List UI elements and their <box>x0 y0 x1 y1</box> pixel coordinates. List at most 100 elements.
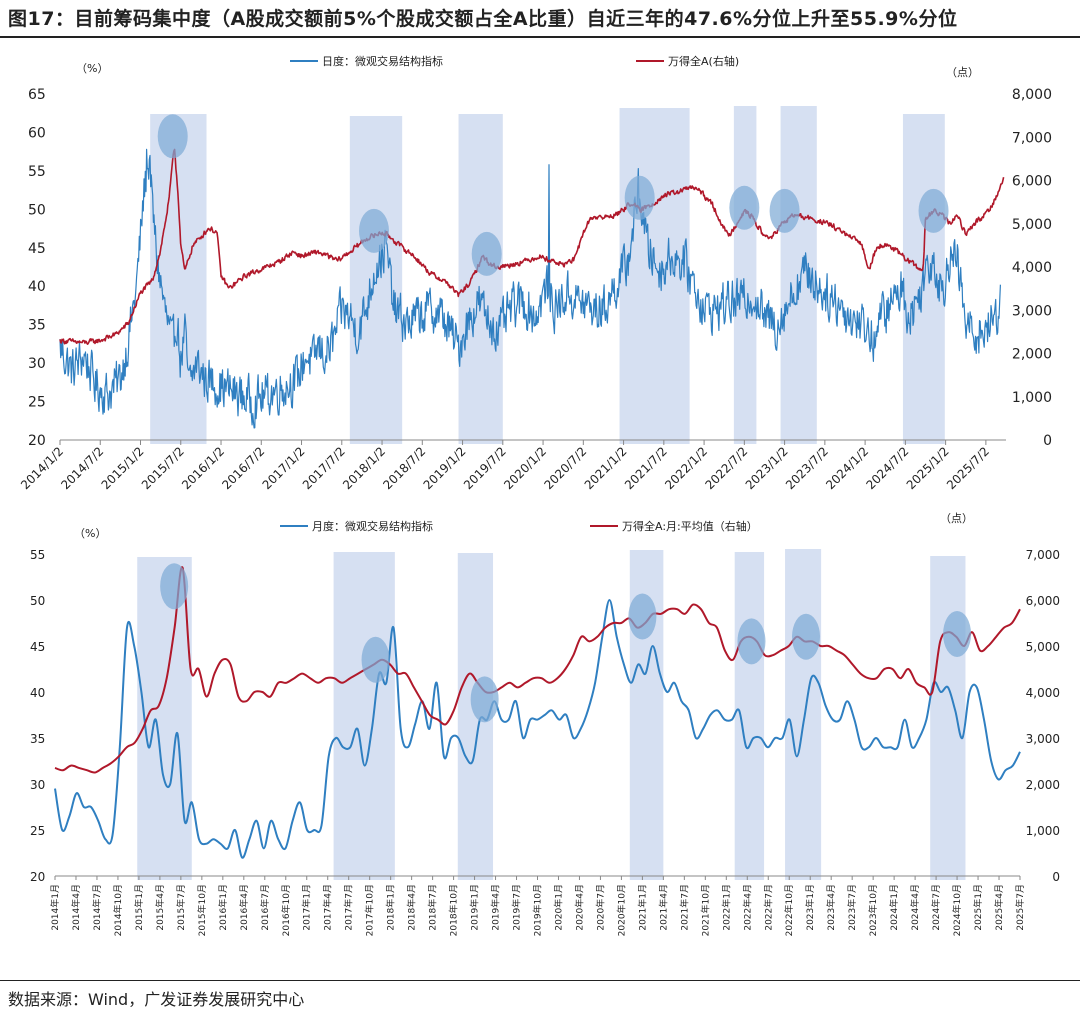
source-rule <box>0 980 1080 981</box>
x-tick-label: 2016年10月 <box>280 884 292 936</box>
y-axis-unit: （%） <box>76 62 108 75</box>
shaded-period-band <box>137 557 192 880</box>
x-tick-label: 2021/7/2 <box>622 444 670 492</box>
x-tick-label: 2021年1月 <box>636 884 648 931</box>
x-tick-label: 2020/7/2 <box>541 444 589 492</box>
y2-tick-label: 5,000 <box>1026 640 1060 654</box>
x-tick-label: 2014/7/2 <box>58 444 106 492</box>
y-tick-label: 35 <box>28 318 46 334</box>
x-tick-label: 2025/1/2 <box>904 444 952 492</box>
y-tick-label: 60 <box>28 125 46 141</box>
highlight-circle <box>737 618 766 665</box>
x-tick-label: 2015年7月 <box>175 884 187 931</box>
x-tick-label: 2018年4月 <box>406 884 418 931</box>
x-tick-label: 2022年7月 <box>762 884 774 931</box>
x-tick-label: 2023年4月 <box>825 884 837 931</box>
x-tick-label: 2019/7/2 <box>461 444 509 492</box>
x-tick-label: 2015年10月 <box>196 884 208 936</box>
x-tick-label: 2016/7/2 <box>219 444 267 492</box>
x-tick-label: 2020年1月 <box>552 884 564 931</box>
y2-tick-label: 8,000 <box>1012 87 1052 103</box>
y-tick-label: 20 <box>30 870 45 884</box>
x-tick-label: 2021年4月 <box>657 884 669 931</box>
legend-label: 月度：微观交易结构指标 <box>312 519 433 533</box>
title-rule <box>0 36 1080 38</box>
x-tick-label: 2024/7/2 <box>863 444 911 492</box>
x-tick-label: 2023/7/2 <box>783 444 831 492</box>
shaded-period-band <box>785 549 822 880</box>
highlight-circle <box>792 613 821 660</box>
y2-tick-label: 5,000 <box>1012 217 1052 233</box>
x-tick-label: 2014年10月 <box>112 884 124 936</box>
shaded-period-band <box>780 106 817 444</box>
x-tick-label: 2017/1/2 <box>260 444 308 492</box>
y2-tick-label: 3,000 <box>1026 732 1060 746</box>
highlight-circle <box>358 208 389 253</box>
x-tick-label: 2015/7/2 <box>139 444 187 492</box>
x-tick-label: 2018年10月 <box>448 884 460 936</box>
x-tick-label: 2019年4月 <box>490 884 502 931</box>
x-tick-label: 2020年4月 <box>573 884 585 931</box>
y-tick-label: 50 <box>30 594 45 608</box>
x-tick-label: 2021年10月 <box>699 884 711 936</box>
x-tick-label: 2022年4月 <box>741 884 753 931</box>
y-tick-label: 30 <box>30 778 45 792</box>
y2-tick-label: 1,000 <box>1026 824 1060 838</box>
x-tick-label: 2020年10月 <box>615 884 627 936</box>
highlight-circle <box>769 188 800 233</box>
y2-tick-label: 0 <box>1043 433 1052 449</box>
x-tick-label: 2019/1/2 <box>421 444 469 492</box>
x-tick-label: 2014年7月 <box>91 884 103 931</box>
x-tick-label: 2015年1月 <box>133 884 145 931</box>
y2-tick-label: 7,000 <box>1026 548 1060 562</box>
x-tick-label: 2023年1月 <box>804 884 816 931</box>
y-tick-label: 40 <box>30 686 45 700</box>
x-tick-label: 2022年1月 <box>720 884 732 931</box>
x-tick-label: 2018年1月 <box>385 884 397 931</box>
highlight-circle <box>361 636 390 683</box>
highlight-circle <box>157 114 188 159</box>
x-tick-label: 2015年4月 <box>154 884 166 931</box>
x-tick-label: 2025年7月 <box>1014 884 1026 931</box>
x-tick-label: 2018年7月 <box>427 884 439 931</box>
y-tick-label: 45 <box>30 640 45 654</box>
y-tick-label: 50 <box>28 202 46 218</box>
x-tick-label: 2024年1月 <box>888 884 900 931</box>
y2-tick-label: 6,000 <box>1026 594 1060 608</box>
y2-tick-label: 7,000 <box>1012 130 1052 146</box>
x-tick-label: 2023年7月 <box>846 884 858 931</box>
x-tick-label: 2017年7月 <box>343 884 355 931</box>
x-tick-label: 2021/1/2 <box>582 444 630 492</box>
shaded-period-band <box>734 552 765 880</box>
x-tick-label: 2025年4月 <box>993 884 1005 931</box>
highlight-circle <box>471 231 502 276</box>
highlight-circle <box>943 611 972 658</box>
x-tick-label: 2019年7月 <box>511 884 523 931</box>
shaded-period-band <box>458 114 503 444</box>
x-tick-label: 2022年10月 <box>783 884 795 936</box>
y2-axis-unit: （点） <box>940 512 973 525</box>
y-tick-label: 25 <box>28 395 46 411</box>
y-tick-label: 45 <box>28 241 46 257</box>
x-tick-label: 2019年1月 <box>469 884 481 931</box>
y2-tick-label: 6,000 <box>1012 174 1052 190</box>
x-tick-label: 2014年1月 <box>49 884 61 931</box>
x-tick-label: 2017年4月 <box>322 884 334 931</box>
x-tick-label: 2018/7/2 <box>380 444 428 492</box>
y-axis-unit: （%） <box>74 527 106 540</box>
x-tick-label: 2023年10月 <box>867 884 879 936</box>
y-tick-label: 40 <box>28 279 46 295</box>
x-tick-label: 2019年10月 <box>532 884 544 936</box>
y-tick-label: 25 <box>30 824 45 838</box>
highlight-circle <box>628 593 657 640</box>
highlight-circle <box>470 676 499 723</box>
x-tick-label: 2016年7月 <box>259 884 271 931</box>
y-tick-label: 35 <box>30 732 45 746</box>
figure-title: 图17：目前筹码集中度（A股成交额前5%个股成交额占全A比重）自近三年的47.6… <box>8 8 958 30</box>
y2-tick-label: 1,000 <box>1012 390 1052 406</box>
x-tick-label: 2024年10月 <box>951 884 963 936</box>
x-tick-label: 2023/1/2 <box>743 444 791 492</box>
x-tick-label: 2022/1/2 <box>662 444 710 492</box>
x-tick-label: 2020年7月 <box>594 884 606 931</box>
y2-tick-label: 0 <box>1052 870 1060 884</box>
